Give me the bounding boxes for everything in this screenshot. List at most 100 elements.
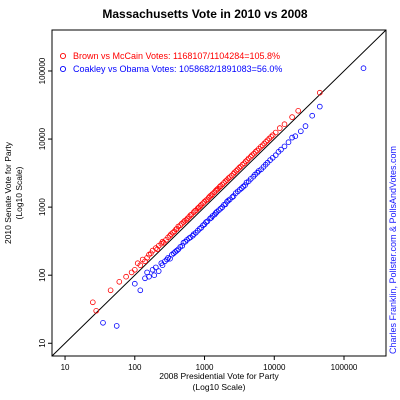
data-point-brown: [259, 142, 266, 149]
data-point-brown: [281, 121, 288, 127]
data-point-brown: [184, 215, 191, 222]
data-point-coakley: [281, 143, 288, 150]
y-tick-label: 10: [38, 338, 47, 347]
data-point-coakley: [225, 197, 232, 204]
data-point-coakley: [169, 251, 175, 258]
data-point-brown: [169, 230, 176, 236]
data-point-coakley: [237, 186, 243, 193]
data-point-brown: [178, 220, 185, 227]
legend: Brown vs McCain Votes: 1168107/1104284=1…: [59, 51, 282, 74]
data-point-coakley: [229, 194, 236, 201]
data-point-coakley: [285, 139, 292, 146]
data-point-coakley: [292, 133, 299, 140]
data-point-brown: [316, 89, 323, 96]
series-coakley-vs-obama: [100, 65, 367, 329]
data-point-brown: [254, 147, 261, 154]
legend-label-coakley: Coakley vs Obama Votes: 1058682/1891083=…: [73, 64, 282, 74]
data-point-coakley: [182, 238, 189, 245]
data-point-coakley: [100, 319, 106, 326]
data-point-brown: [137, 262, 144, 269]
data-point-coakley: [137, 287, 144, 294]
reference-line-y-equals-x: [51, 29, 387, 357]
plot-frame: [51, 29, 387, 357]
data-point-brown: [204, 196, 211, 203]
legend-label-brown: Brown vs McCain Votes: 1168107/1104284=1…: [73, 51, 280, 61]
data-point-coakley: [289, 134, 295, 141]
data-point-coakley: [149, 266, 156, 273]
data-point-coakley: [159, 262, 166, 269]
credit-text: Charles Franklin, Pollster.com & PollsAn…: [388, 146, 398, 354]
data-point-brown: [295, 108, 302, 114]
y-tick-label: 10000: [38, 127, 47, 150]
y-tick-label: 100: [38, 268, 47, 282]
data-point-brown: [154, 246, 161, 253]
data-point-brown: [209, 191, 216, 197]
data-point-coakley: [113, 323, 120, 329]
data-point-brown: [187, 212, 194, 219]
data-point-coakley: [196, 226, 203, 232]
data-point-brown: [225, 175, 232, 182]
data-point-coakley: [309, 112, 316, 119]
data-point-brown: [272, 129, 279, 136]
data-point-coakley: [360, 65, 367, 71]
data-point-coakley: [132, 280, 138, 287]
data-point-brown: [132, 266, 138, 273]
data-point-brown: [221, 180, 227, 186]
y-tick-label: 1000: [38, 198, 47, 216]
y-axis: 10 100 1000 10000 100000: [38, 57, 52, 348]
data-point-brown: [289, 114, 295, 120]
data-point-coakley: [254, 169, 261, 176]
x-tick-label: 100000: [331, 363, 358, 372]
data-point-brown: [128, 269, 135, 276]
series-brown-vs-mccain: [90, 89, 323, 314]
data-point-brown: [177, 222, 184, 229]
data-point-coakley: [297, 128, 304, 135]
data-point-brown: [239, 161, 246, 168]
data-point-coakley: [153, 264, 159, 271]
data-point-brown: [261, 140, 268, 147]
data-point-brown: [230, 170, 237, 177]
data-point-brown: [251, 150, 257, 157]
data-point-brown: [236, 164, 243, 171]
legend-marker-brown: [59, 52, 67, 60]
data-point-coakley: [170, 250, 177, 257]
data-point-brown: [263, 139, 269, 145]
data-point-coakley: [200, 222, 206, 229]
data-point-brown: [168, 231, 174, 238]
data-point-coakley: [242, 182, 248, 189]
data-point-coakley: [208, 214, 215, 221]
data-point-brown: [264, 137, 271, 144]
data-point-coakley: [213, 210, 219, 216]
data-point-brown: [268, 134, 274, 140]
data-point-brown: [208, 192, 215, 198]
data-point-coakley: [146, 273, 152, 280]
data-point-coakley: [216, 207, 222, 214]
data-point-brown: [217, 183, 224, 189]
data-point-brown: [116, 278, 123, 285]
chart-title: Massachusetts Vote in 2010 vs 2008: [102, 7, 308, 21]
y-tick-label: 100000: [38, 57, 47, 84]
data-point-brown: [252, 149, 259, 155]
x-tick-label: 1000: [196, 363, 214, 372]
data-point-brown: [90, 299, 96, 306]
x-tick-label: 10000: [263, 363, 286, 372]
x-axis-label-line1: 2008 Presidential Vote for Party: [159, 371, 279, 381]
data-point-coakley: [302, 123, 309, 129]
data-point-coakley: [240, 183, 247, 190]
legend-marker-coakley: [59, 65, 67, 73]
data-point-coakley: [203, 219, 209, 226]
data-point-brown: [257, 144, 264, 150]
data-point-brown: [219, 181, 226, 188]
data-point-brown: [266, 135, 273, 142]
data-point-brown: [276, 125, 283, 131]
data-point-coakley: [238, 185, 245, 191]
data-point-brown: [93, 307, 99, 314]
data-point-coakley: [174, 247, 180, 254]
data-point-brown: [123, 273, 129, 280]
data-point-brown: [248, 153, 254, 160]
data-point-brown: [144, 254, 150, 261]
data-point-coakley: [217, 205, 224, 212]
data-point-brown: [235, 166, 241, 173]
data-point-coakley: [272, 152, 279, 159]
data-point-brown: [214, 186, 220, 193]
